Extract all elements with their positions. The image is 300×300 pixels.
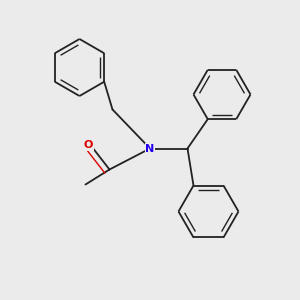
Text: N: N [146, 143, 154, 154]
Text: O: O [84, 140, 93, 151]
